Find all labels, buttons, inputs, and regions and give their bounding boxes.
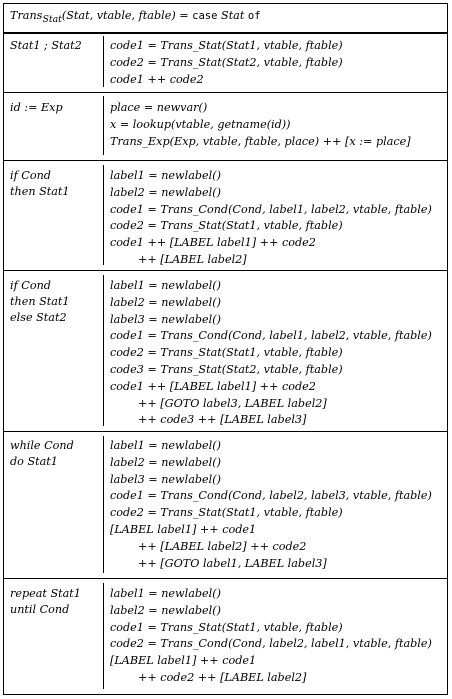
row-6-translation: label1 = newlabel() label2 = newlabel() … bbox=[110, 587, 432, 684]
row-divider bbox=[4, 431, 447, 432]
row-divider bbox=[4, 270, 447, 271]
header-divider bbox=[4, 32, 447, 34]
row-3-pattern: if Cond then Stat1 bbox=[10, 169, 70, 198]
row-1-translation: code1 = Trans_Stat(Stat1, vtable, ftable… bbox=[110, 39, 343, 86]
row-3-translation: label1 = newlabel() label2 = newlabel() … bbox=[110, 169, 432, 266]
row-divider bbox=[4, 160, 447, 161]
row-5-translation: label1 = newlabel() label2 = newlabel() … bbox=[110, 439, 432, 570]
column-divider bbox=[103, 96, 104, 155]
column-divider bbox=[103, 275, 104, 426]
column-divider bbox=[103, 436, 104, 573]
row-6-pattern: repeat Stat1 until Cond bbox=[10, 587, 81, 616]
column-divider bbox=[103, 36, 104, 87]
row-5-pattern: while Cond do Stat1 bbox=[10, 439, 74, 468]
row-2-translation: place = newvar() x = lookup(vtable, getn… bbox=[110, 101, 411, 148]
row-divider bbox=[4, 92, 447, 93]
row-4-pattern: if Cond then Stat1 else Stat2 bbox=[10, 279, 70, 324]
column-divider bbox=[103, 583, 104, 689]
row-2-pattern: id := Exp bbox=[10, 101, 63, 114]
table-header: Trans_Stat(Stat, vtable, ftable) = case … bbox=[10, 9, 261, 26]
row-4-translation: label1 = newlabel() label2 = newlabel() … bbox=[110, 279, 432, 427]
row-divider bbox=[4, 578, 447, 579]
column-divider bbox=[103, 165, 104, 265]
translation-table: Trans_Stat(Stat, vtable, ftable) = case … bbox=[3, 3, 448, 695]
row-1-pattern: Stat1 ; Stat2 bbox=[10, 39, 82, 52]
